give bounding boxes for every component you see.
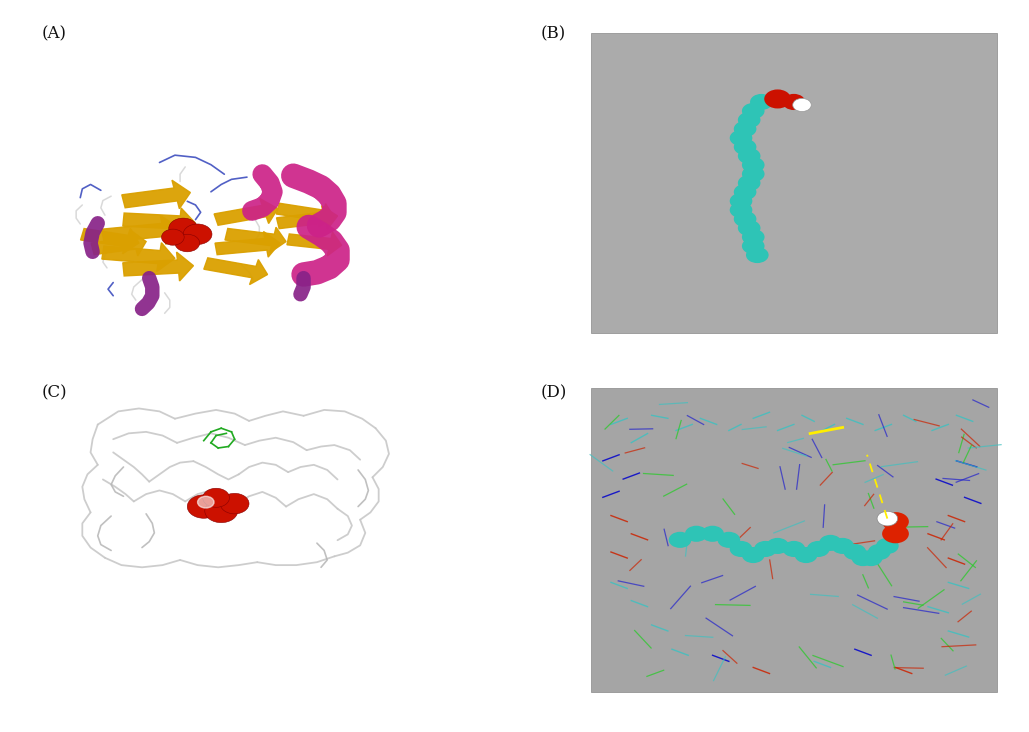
- Circle shape: [730, 193, 752, 209]
- Circle shape: [742, 238, 765, 254]
- Circle shape: [742, 157, 765, 173]
- FancyArrow shape: [122, 252, 193, 281]
- Circle shape: [220, 493, 249, 514]
- FancyArrow shape: [102, 243, 175, 272]
- FancyArrow shape: [204, 258, 268, 285]
- FancyBboxPatch shape: [591, 388, 997, 692]
- FancyBboxPatch shape: [591, 33, 997, 333]
- Circle shape: [746, 247, 769, 263]
- Circle shape: [742, 166, 765, 182]
- Circle shape: [794, 547, 817, 563]
- Circle shape: [877, 511, 897, 526]
- Circle shape: [792, 98, 811, 111]
- Circle shape: [750, 94, 773, 110]
- Circle shape: [876, 538, 898, 554]
- Circle shape: [175, 234, 200, 252]
- FancyArrow shape: [122, 208, 196, 237]
- Circle shape: [738, 148, 760, 164]
- Circle shape: [187, 495, 220, 518]
- Circle shape: [162, 229, 184, 245]
- Circle shape: [831, 538, 854, 554]
- Text: (D): (D): [540, 384, 567, 401]
- Circle shape: [852, 550, 875, 566]
- Circle shape: [807, 541, 829, 557]
- Circle shape: [860, 550, 883, 566]
- FancyArrow shape: [215, 231, 280, 257]
- Circle shape: [734, 121, 756, 137]
- Circle shape: [738, 220, 760, 236]
- Circle shape: [169, 218, 198, 239]
- Circle shape: [782, 541, 805, 557]
- Circle shape: [742, 547, 765, 563]
- Circle shape: [701, 526, 723, 542]
- FancyArrow shape: [214, 198, 278, 225]
- FancyArrow shape: [287, 232, 342, 256]
- Circle shape: [203, 488, 229, 507]
- FancyArrow shape: [276, 203, 334, 227]
- Circle shape: [819, 535, 842, 551]
- FancyArrow shape: [80, 228, 139, 254]
- Circle shape: [738, 175, 760, 191]
- FancyArrow shape: [91, 231, 146, 255]
- FancyArrow shape: [121, 180, 190, 209]
- Text: (C): (C): [41, 384, 67, 401]
- Circle shape: [734, 184, 756, 200]
- Circle shape: [205, 499, 238, 523]
- Circle shape: [717, 531, 740, 548]
- Circle shape: [867, 544, 890, 560]
- Circle shape: [183, 224, 212, 244]
- Circle shape: [844, 544, 866, 560]
- Circle shape: [882, 524, 909, 543]
- Circle shape: [730, 130, 752, 146]
- Circle shape: [730, 202, 752, 218]
- Circle shape: [765, 89, 791, 108]
- Circle shape: [198, 496, 214, 508]
- Circle shape: [730, 541, 752, 557]
- Text: (B): (B): [540, 26, 566, 42]
- Circle shape: [734, 139, 756, 155]
- FancyArrow shape: [102, 216, 180, 244]
- Circle shape: [734, 211, 756, 227]
- Circle shape: [767, 538, 789, 554]
- Circle shape: [685, 526, 708, 542]
- Circle shape: [742, 229, 765, 245]
- FancyArrow shape: [277, 206, 338, 229]
- Circle shape: [669, 531, 691, 548]
- Circle shape: [882, 512, 909, 531]
- Circle shape: [742, 103, 765, 119]
- Circle shape: [738, 112, 760, 128]
- FancyArrow shape: [225, 227, 286, 253]
- Text: (A): (A): [41, 26, 66, 42]
- Circle shape: [782, 94, 806, 110]
- Circle shape: [754, 541, 777, 557]
